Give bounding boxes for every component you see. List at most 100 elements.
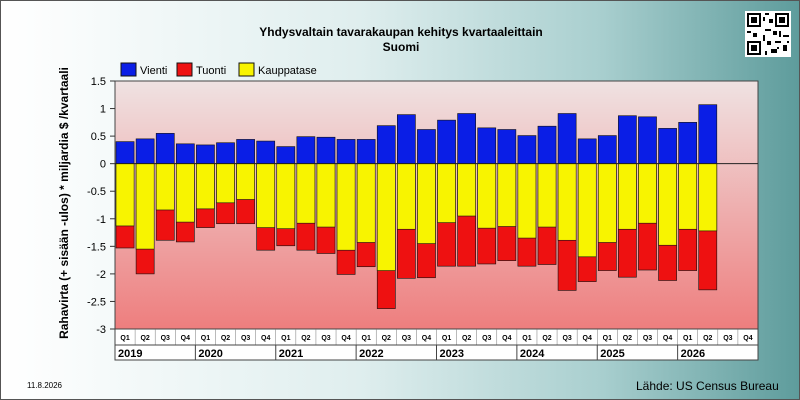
x-quarter-label: Q1 bbox=[281, 335, 290, 342]
y-tick-label: 1 bbox=[100, 104, 106, 116]
balance-bar bbox=[256, 163, 276, 228]
chart-subtitle: Suomi bbox=[382, 40, 420, 54]
x-quarter-label: Q1 bbox=[201, 335, 210, 342]
export-bar bbox=[557, 113, 577, 164]
export-bar bbox=[155, 133, 175, 164]
export-bar bbox=[457, 113, 476, 164]
balance-bar bbox=[618, 163, 637, 230]
x-quarter-label: Q4 bbox=[181, 335, 190, 342]
export-bar bbox=[497, 129, 517, 164]
export-bar bbox=[256, 140, 276, 164]
balance-bar bbox=[497, 163, 517, 227]
balance-bar bbox=[397, 163, 416, 230]
export-bar bbox=[397, 114, 416, 164]
x-year-label: 2023 bbox=[440, 348, 464, 360]
balance-bar bbox=[276, 163, 296, 229]
export-bar bbox=[276, 146, 296, 164]
export-bar bbox=[638, 116, 657, 164]
balance-bar bbox=[135, 163, 155, 250]
legend-label: Kauppatase bbox=[258, 65, 317, 77]
export-bar bbox=[658, 128, 677, 164]
balance-bar bbox=[356, 163, 376, 243]
export-bar bbox=[597, 135, 617, 164]
balance-bar bbox=[115, 163, 135, 227]
x-quarter-label: Q3 bbox=[321, 335, 330, 342]
x-quarter-label: Q1 bbox=[362, 335, 371, 342]
y-tick-label: -1.5 bbox=[87, 241, 106, 253]
x-quarter-label: Q1 bbox=[683, 335, 692, 342]
legend-label: Tuonti bbox=[196, 65, 226, 77]
x-quarter-label: Q2 bbox=[462, 335, 471, 342]
export-bar bbox=[236, 139, 255, 164]
x-year-label: 2025 bbox=[600, 348, 624, 360]
y-tick-label: -2 bbox=[96, 269, 106, 281]
balance-bar bbox=[236, 163, 255, 200]
balance-bar bbox=[638, 163, 657, 224]
export-bar bbox=[196, 144, 215, 164]
balance-bar bbox=[417, 163, 436, 244]
export-bar bbox=[175, 143, 195, 164]
export-bar bbox=[417, 129, 436, 164]
export-bar bbox=[115, 141, 135, 164]
balance-bar bbox=[577, 163, 597, 258]
export-bar bbox=[698, 104, 718, 164]
x-year-label: 2019 bbox=[118, 348, 142, 360]
x-quarter-label: Q4 bbox=[261, 335, 270, 342]
source-label: Lähde: US Census Bureau bbox=[636, 379, 779, 393]
balance-bar bbox=[196, 163, 215, 210]
x-quarter-label: Q2 bbox=[221, 335, 230, 342]
balance-bar bbox=[537, 163, 557, 228]
x-year-label: 2021 bbox=[279, 348, 303, 360]
balance-bar bbox=[678, 163, 698, 230]
x-quarter-label: Q2 bbox=[703, 335, 712, 342]
balance-bar bbox=[155, 163, 175, 211]
x-quarter-label: Q2 bbox=[140, 335, 149, 342]
balance-bar bbox=[597, 163, 617, 243]
export-bar bbox=[336, 139, 356, 164]
x-quarter-label: Q3 bbox=[402, 335, 411, 342]
x-quarter-label: Q3 bbox=[161, 335, 170, 342]
balance-bar bbox=[698, 163, 718, 232]
x-year-label: 2026 bbox=[681, 348, 705, 360]
export-bar bbox=[517, 135, 537, 164]
balance-bar bbox=[336, 163, 356, 251]
x-year-label: 2024 bbox=[520, 348, 545, 360]
balance-bar bbox=[316, 163, 336, 228]
x-quarter-label: Q1 bbox=[442, 335, 451, 342]
x-quarter-label: Q4 bbox=[743, 335, 752, 342]
balance-bar bbox=[437, 163, 456, 223]
export-bar bbox=[618, 115, 637, 164]
x-quarter-label: Q2 bbox=[542, 335, 551, 342]
y-tick-label: -2.5 bbox=[87, 296, 106, 308]
export-bar bbox=[376, 125, 396, 164]
export-bar bbox=[316, 136, 336, 164]
x-quarter-label: Q3 bbox=[241, 335, 250, 342]
balance-bar bbox=[477, 163, 497, 229]
x-quarter-label: Q4 bbox=[583, 335, 592, 342]
balance-bar bbox=[517, 163, 537, 239]
balance-bar bbox=[658, 163, 677, 246]
y-tick-label: -0.5 bbox=[87, 186, 106, 198]
x-quarter-label: Q1 bbox=[522, 335, 531, 342]
export-bar bbox=[678, 122, 698, 164]
export-bar bbox=[356, 139, 376, 164]
balance-bar bbox=[457, 163, 476, 217]
x-quarter-label: Q3 bbox=[643, 335, 652, 342]
legend-swatch bbox=[120, 62, 137, 77]
balance-bar bbox=[557, 163, 577, 241]
balance-bar bbox=[296, 163, 316, 224]
x-quarter-label: Q3 bbox=[562, 335, 571, 342]
x-quarter-label: Q2 bbox=[623, 335, 632, 342]
x-quarter-label: Q2 bbox=[301, 335, 310, 342]
export-bar bbox=[477, 127, 497, 164]
y-tick-label: 0 bbox=[100, 159, 106, 171]
legend-swatch bbox=[176, 62, 193, 77]
y-tick-label: 0.5 bbox=[91, 131, 106, 143]
x-year-label: 2020 bbox=[198, 348, 222, 360]
export-bar bbox=[216, 142, 235, 164]
legend-label: Vienti bbox=[140, 65, 167, 77]
y-tick-label: 1.5 bbox=[91, 76, 106, 88]
x-quarter-label: Q1 bbox=[120, 335, 129, 342]
x-quarter-label: Q3 bbox=[482, 335, 491, 342]
